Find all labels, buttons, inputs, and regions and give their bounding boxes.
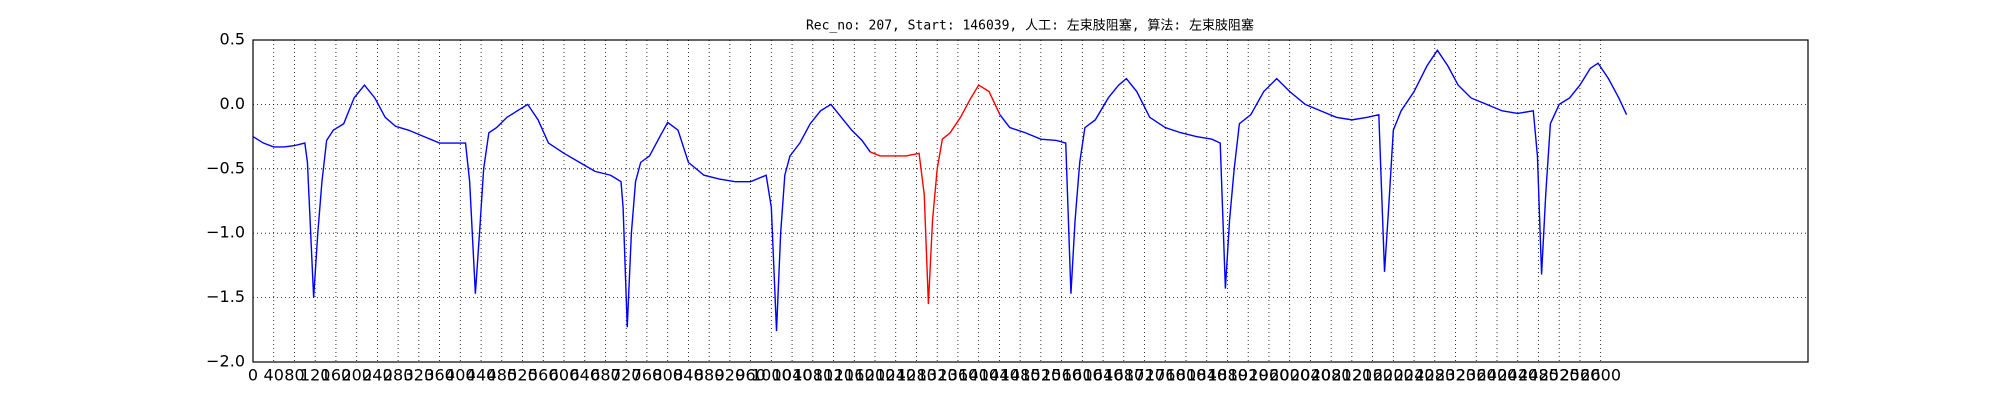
x-tick-label: 0	[248, 366, 258, 385]
x-tick-label: 1480	[1000, 366, 1041, 385]
data-line	[870, 84, 1001, 305]
x-tick-label: 720	[611, 366, 642, 385]
x-tick-label: 2200	[1373, 366, 1414, 385]
x-tick-label: 1840	[1186, 366, 1227, 385]
x-tick-label: 2360	[1456, 366, 1497, 385]
x-tick-label: 1520	[1021, 366, 1062, 385]
y-tick-label: −1.5	[206, 287, 245, 306]
y-tick-label: −0.5	[206, 158, 245, 177]
x-tick-label: 2440	[1497, 366, 1538, 385]
x-tick-label: 1240	[875, 366, 916, 385]
x-tick-label: 320	[404, 366, 435, 385]
x-tick-label: 1000	[751, 366, 792, 385]
x-tick-label: 2280	[1414, 366, 1455, 385]
y-tick-label: 0.5	[220, 30, 245, 49]
x-tick-label: 360	[424, 366, 455, 385]
x-tick-label: 400	[445, 366, 476, 385]
x-tick-label: 2080	[1311, 366, 1352, 385]
x-tick-label: 520	[507, 366, 538, 385]
x-tick-label: 120	[300, 366, 331, 385]
x-tick-label: 1560	[1041, 366, 1082, 385]
x-tick-label: 960	[735, 366, 766, 385]
x-tick-label: 2120	[1332, 366, 1373, 385]
x-tick-label: 840	[673, 366, 704, 385]
x-tick-label: 1680	[1103, 366, 1144, 385]
x-tick-label: 1160	[834, 366, 875, 385]
x-tick-label: 200	[341, 366, 372, 385]
chart-title: Rec_no: 207, Start: 146039, 人工: 左束肢阻塞, 算…	[806, 18, 1254, 34]
x-tick-label: 880	[694, 366, 725, 385]
x-tick-label: 160	[321, 366, 352, 385]
x-tick-label: 760	[632, 366, 663, 385]
x-tick-label: 640	[569, 366, 600, 385]
x-tick-label: 2320	[1435, 366, 1476, 385]
x-tick-label: 2560	[1560, 366, 1601, 385]
x-tick-label: 1800	[1166, 366, 1207, 385]
x-tick-label: 1640	[1083, 366, 1124, 385]
x-tick-label: 1080	[792, 366, 833, 385]
x-tick-label: 440	[466, 366, 497, 385]
plot-frame	[252, 39, 1809, 363]
x-tick-label: 1120	[813, 366, 854, 385]
y-tick-label: 0.0	[220, 94, 245, 113]
x-tick-label: 80	[284, 366, 304, 385]
data-line	[252, 49, 1628, 332]
x-tick-label: 1440	[979, 366, 1020, 385]
x-tick-label: 2160	[1352, 366, 1393, 385]
x-tick-label: 1400	[958, 366, 999, 385]
x-tick-label: 2000	[1269, 366, 1310, 385]
x-tick-label: 1920	[1228, 366, 1269, 385]
x-tick-label: 1280	[896, 366, 937, 385]
y-tick-label: −2.0	[206, 352, 245, 371]
x-tick-label: 1960	[1249, 366, 1290, 385]
x-tick-label: 480	[487, 366, 518, 385]
x-tick-label: 1760	[1145, 366, 1186, 385]
x-tick-label: 560	[528, 366, 559, 385]
x-tick-label: 280	[383, 366, 414, 385]
x-tick-label: 240	[362, 366, 393, 385]
x-tick-label: 1720	[1124, 366, 1165, 385]
x-tick-label: 1880	[1207, 366, 1248, 385]
x-tick-label: 2240	[1394, 366, 1435, 385]
x-tick-label: 1320	[917, 366, 958, 385]
x-tick-label: 2400	[1477, 366, 1518, 385]
x-tick-label: 2040	[1290, 366, 1331, 385]
x-tick-label: 600	[549, 366, 580, 385]
x-tick-label: 1360	[938, 366, 979, 385]
x-tick-label: 1600	[1062, 366, 1103, 385]
x-tick-label: 680	[590, 366, 621, 385]
x-tick-label: 1040	[772, 366, 813, 385]
x-tick-label: 1200	[855, 366, 896, 385]
x-tick-label: 2600	[1580, 366, 1621, 385]
x-tick-label: 40	[264, 366, 284, 385]
x-tick-label: 2520	[1539, 366, 1580, 385]
x-tick-label: 800	[652, 366, 683, 385]
x-tick-label: 920	[715, 366, 746, 385]
x-tick-label: 2480	[1518, 366, 1559, 385]
y-tick-label: −1.0	[206, 223, 245, 242]
